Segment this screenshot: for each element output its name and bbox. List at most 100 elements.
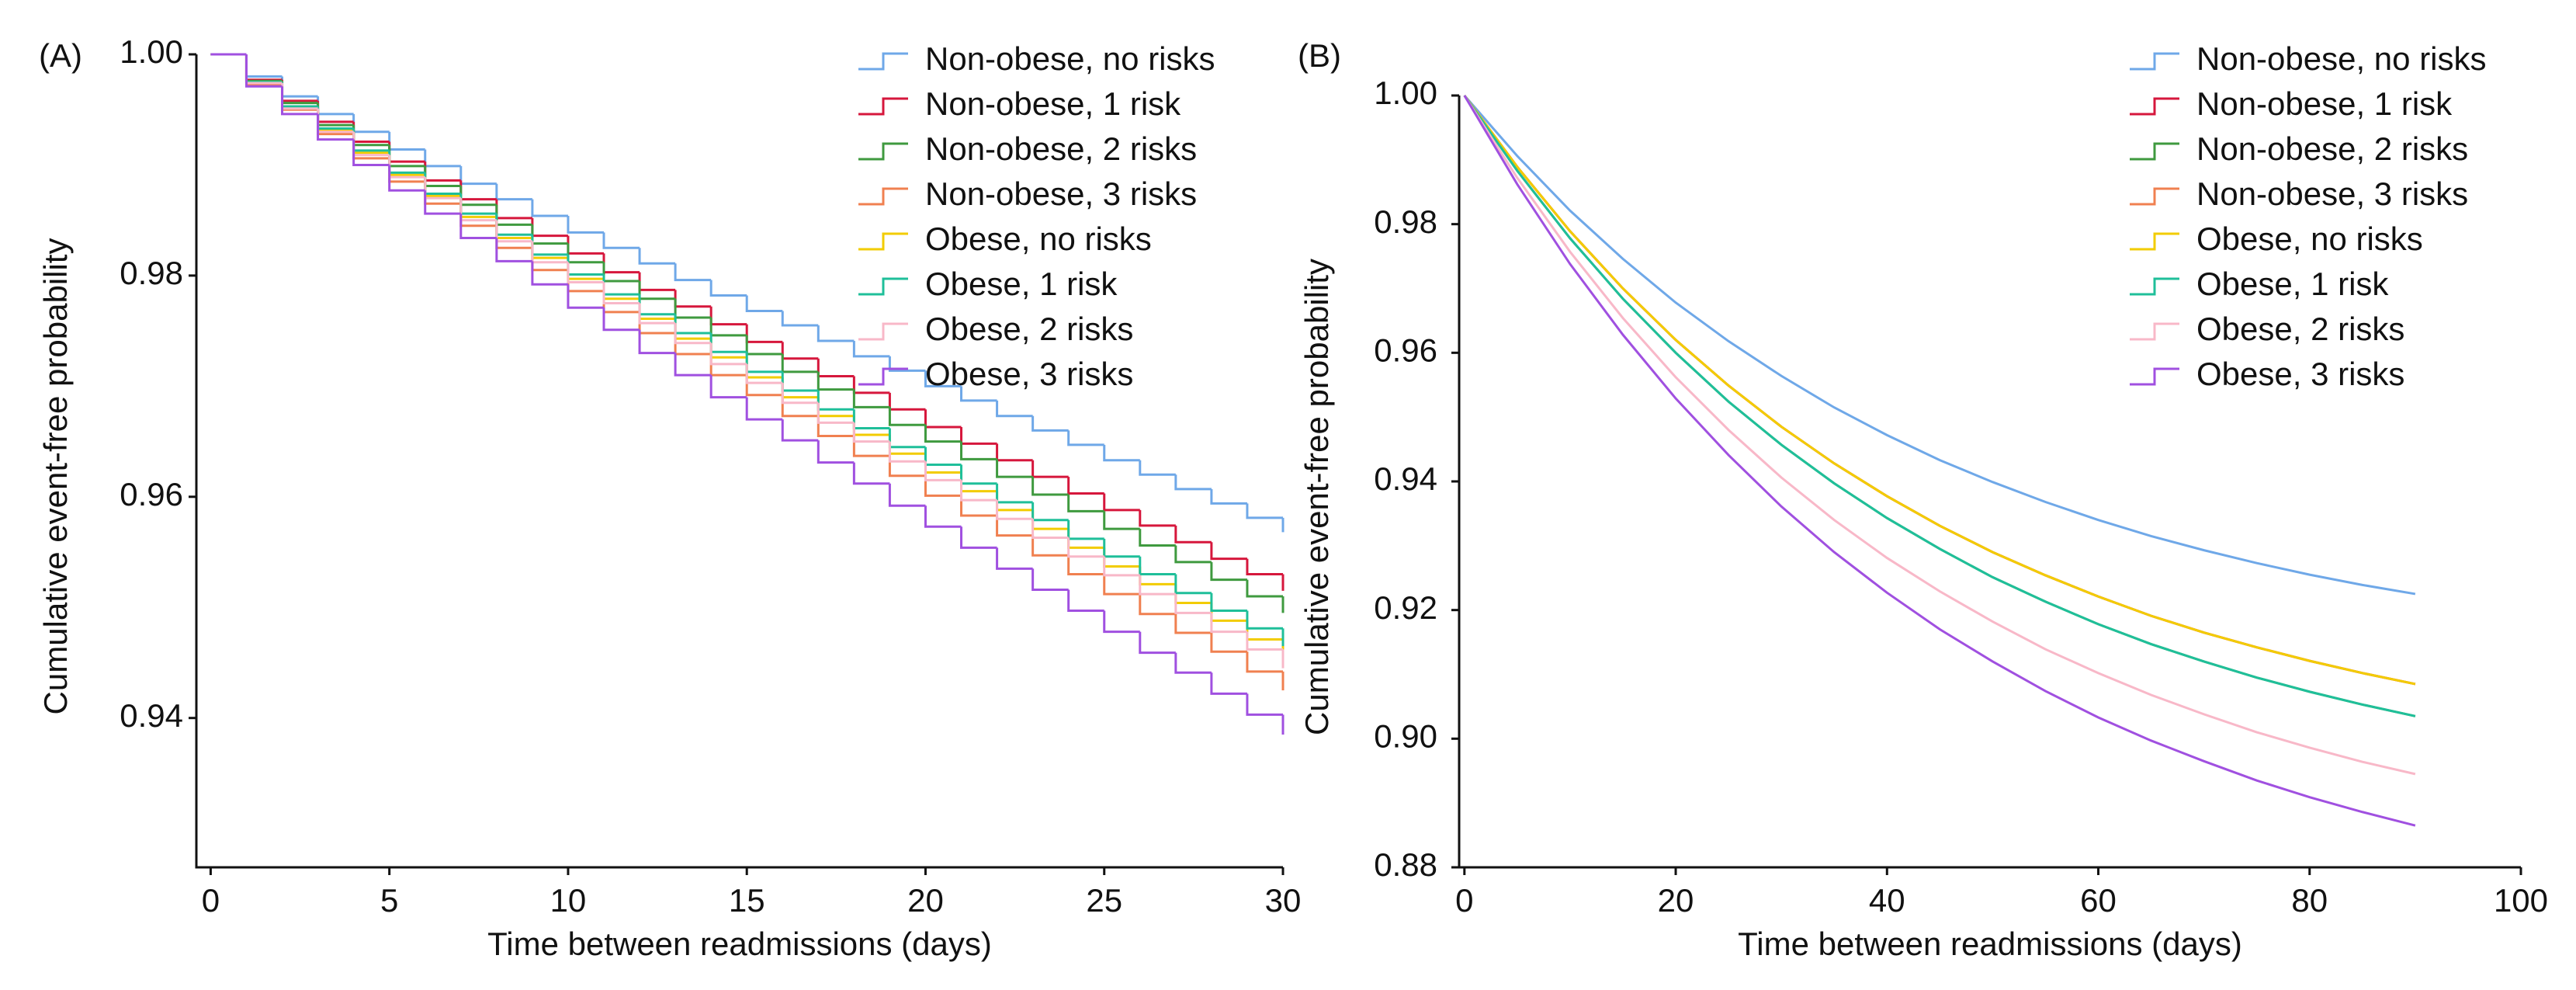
step-segment <box>924 505 962 528</box>
step-segment <box>638 248 676 265</box>
step-segment <box>1210 592 1247 613</box>
step-segment <box>816 358 855 378</box>
step-segment <box>816 397 855 418</box>
step-segment <box>674 290 712 308</box>
step-segment <box>567 284 604 309</box>
step-segment <box>1174 652 1212 674</box>
x-tick-label: 25 <box>1086 882 1122 919</box>
step-segment <box>781 371 819 392</box>
step-segment <box>495 199 532 220</box>
step-segment <box>1174 574 1212 595</box>
legend-swatch <box>858 277 908 296</box>
legend-swatch <box>858 52 908 71</box>
step-segment <box>1067 477 1104 495</box>
step-segment <box>960 464 997 485</box>
step-segment <box>1174 474 1212 491</box>
step-segment <box>244 54 283 84</box>
step-segment <box>1210 613 1247 634</box>
legend-swatch <box>858 187 908 206</box>
step-segment <box>852 436 890 457</box>
step-segment <box>424 149 461 168</box>
legend-label: Obese, no risks <box>2196 221 2423 257</box>
legend-label: Non-obese, 3 risks <box>2196 175 2468 212</box>
step-segment <box>960 441 997 460</box>
legend-label: Non-obese, no risks <box>2196 40 2487 77</box>
y-tick-label: 0.98 <box>120 255 183 291</box>
step-segment <box>924 446 962 466</box>
legend-swatch <box>2130 367 2179 386</box>
legend-swatch <box>858 97 908 116</box>
step-segment <box>1031 535 1069 557</box>
x-tick-label: 10 <box>550 882 587 919</box>
step-segment <box>495 204 532 226</box>
step-segment <box>352 139 390 166</box>
step-segment <box>924 453 962 474</box>
step-segment <box>888 441 926 463</box>
step-segment <box>852 409 890 429</box>
step-segment <box>1103 556 1140 577</box>
step-segment <box>638 294 676 316</box>
step-segment <box>281 79 318 102</box>
step-segment <box>1031 477 1069 496</box>
step-segment <box>352 113 390 134</box>
step-segment <box>888 483 926 507</box>
y-axis-title: Cumulative event-free probability <box>1298 259 1335 735</box>
y-tick-label: 0.88 <box>1374 846 1437 883</box>
step-segment <box>996 400 1033 418</box>
step-segment <box>709 318 747 337</box>
step-segment <box>996 500 1033 520</box>
step-segment <box>745 357 783 379</box>
step-segment <box>567 235 604 255</box>
step-segment <box>924 409 962 429</box>
legend-label: Non-obese, 2 risks <box>925 130 1197 167</box>
step-segment <box>996 459 1033 478</box>
step-segment <box>1139 631 1176 655</box>
legend-label: Non-obese, 1 risk <box>2196 85 2453 122</box>
y-axis-title: Cumulative event-free probability <box>37 238 74 715</box>
step-segment <box>388 165 425 192</box>
legend-swatch <box>858 322 908 341</box>
step-segment <box>459 186 497 207</box>
step-segment <box>317 100 354 123</box>
legend-swatch <box>2130 322 2179 341</box>
panel: (B) 0.88 0.90 0.92 0.94 0.96 0.98 1.00 0 20 40 60 80… <box>1298 37 2548 962</box>
step-segment <box>745 324 783 343</box>
legend-label: Non-obese, 2 risks <box>2196 130 2468 167</box>
step-segment <box>495 238 532 262</box>
step-segment <box>1031 519 1069 540</box>
step-segment <box>816 440 855 464</box>
step-segment <box>781 419 819 442</box>
step-segment <box>638 272 676 291</box>
step-segment <box>531 199 568 217</box>
y-tick-label: 0.96 <box>1374 332 1437 368</box>
step-segment <box>745 397 783 421</box>
panel-label: (B) <box>1298 37 1341 74</box>
step-segment <box>781 311 819 327</box>
step-segment <box>1103 511 1140 530</box>
step-segment <box>424 172 461 195</box>
step-segment <box>960 472 997 493</box>
legend-swatch <box>858 232 908 251</box>
step-segment <box>317 113 354 141</box>
y-tick-label: 0.98 <box>1374 203 1437 240</box>
y-tick-label: 0.90 <box>1374 717 1437 754</box>
step-segment <box>638 329 676 355</box>
step-segment <box>924 461 962 481</box>
step-segment <box>1174 594 1212 614</box>
step-segment <box>709 375 747 399</box>
legend-label: Obese, 2 risks <box>925 311 1133 347</box>
step-segment <box>816 402 855 424</box>
step-segment <box>1210 488 1247 505</box>
step-segment <box>1139 509 1176 527</box>
y-tick-label: 0.94 <box>1374 460 1437 497</box>
step-segment <box>1246 579 1283 598</box>
step-segment <box>1246 610 1283 630</box>
step-segment <box>567 254 604 276</box>
x-tick-label: 0 <box>1455 882 1473 919</box>
step-segment <box>852 415 890 436</box>
step-segment <box>244 54 283 88</box>
step-segment <box>674 323 712 345</box>
step-segment <box>674 318 712 340</box>
step-segment <box>960 495 997 517</box>
legend-label: Obese, 3 risks <box>2196 356 2404 392</box>
